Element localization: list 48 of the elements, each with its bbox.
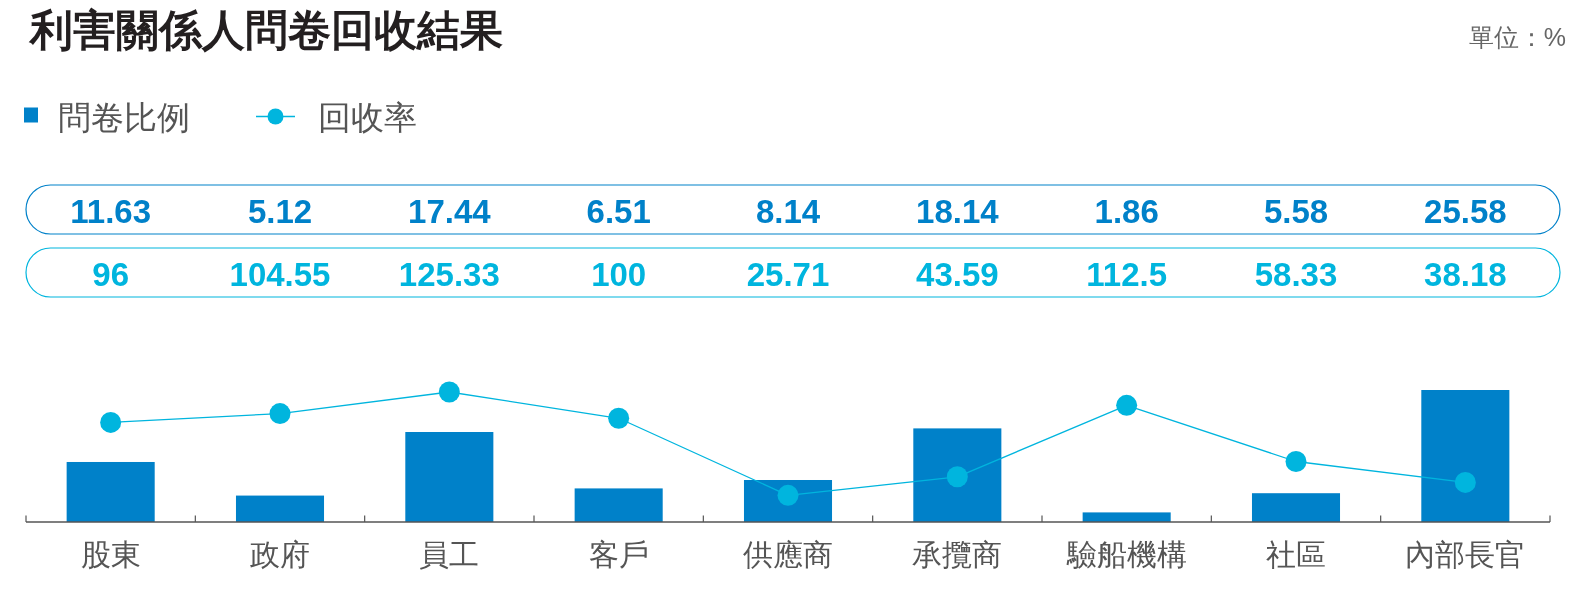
data-label: 17.44 — [408, 192, 492, 230]
annotation: 單位：% — [1468, 23, 1566, 51]
x-tick-label: 承攬商 — [912, 538, 1003, 571]
point — [269, 403, 291, 425]
legend-label: 回收率 — [318, 99, 417, 136]
bar — [1421, 390, 1510, 522]
bar — [66, 461, 155, 522]
point — [1285, 451, 1307, 472]
point — [1116, 394, 1138, 416]
data-label: 1.86 — [1094, 192, 1159, 230]
bar — [574, 488, 663, 522]
data-label: 125.33 — [398, 255, 500, 293]
data-label: 100 — [591, 255, 647, 293]
data-label: 6.51 — [586, 192, 651, 230]
point — [1454, 471, 1476, 493]
legend-label: 問卷比例 — [58, 99, 190, 136]
data-label: 25.58 — [1424, 192, 1507, 230]
point — [777, 484, 799, 506]
data-label: 5.12 — [247, 192, 313, 230]
data-label: 58.33 — [1254, 255, 1338, 293]
point — [100, 411, 122, 433]
data-label: 96 — [92, 255, 130, 293]
data-label: 112.5 — [1086, 255, 1168, 293]
data-label: 18.14 — [916, 192, 1000, 230]
x-tick-label: 驗船機構 — [1065, 538, 1187, 571]
x-tick-label: 員工 — [419, 538, 480, 571]
data-label: 11.63 — [70, 192, 152, 230]
x-tick-label: 政府 — [250, 538, 310, 571]
data-label: 8.14 — [755, 192, 821, 230]
point — [438, 381, 460, 403]
data-label: 104.55 — [229, 255, 331, 293]
bar — [235, 495, 325, 522]
bar — [913, 428, 1002, 522]
title: 利害關係人問卷回收結果 — [30, 7, 503, 54]
x-tick-label: 供應商 — [743, 538, 833, 571]
point — [608, 407, 630, 429]
x-tick-label: 內部長官 — [1405, 538, 1526, 571]
bar — [1251, 493, 1341, 522]
data-label: 43.59 — [916, 255, 999, 293]
x-tick-label: 客戶 — [588, 538, 649, 571]
point — [946, 466, 968, 488]
x-tick-label: 社區 — [1266, 538, 1326, 571]
data-label: 38.18 — [1424, 255, 1507, 293]
data-label: 25.71 — [746, 255, 830, 293]
data-label: 5.58 — [1263, 192, 1329, 230]
bar — [405, 432, 494, 522]
x-tick-label: 股東 — [80, 538, 141, 571]
bar — [1082, 512, 1171, 522]
